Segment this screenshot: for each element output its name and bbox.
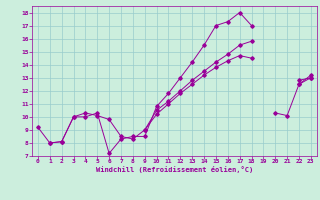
X-axis label: Windchill (Refroidissement éolien,°C): Windchill (Refroidissement éolien,°C) [96, 166, 253, 173]
